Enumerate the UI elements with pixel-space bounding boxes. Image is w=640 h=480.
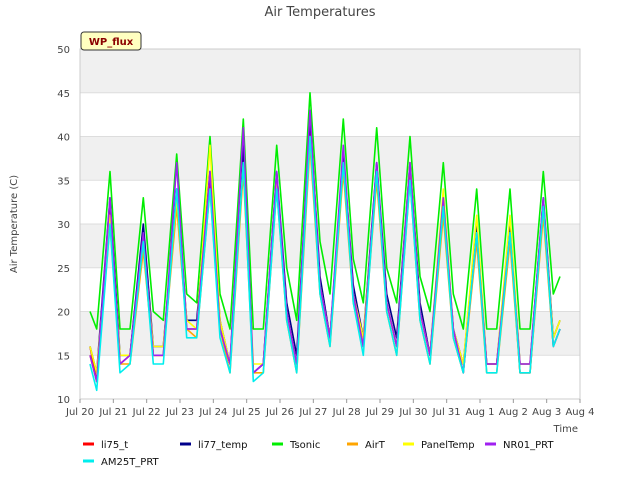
plot-band — [80, 355, 580, 399]
legend-label: li77_temp — [198, 440, 247, 451]
x-tick-label: Aug 4 — [565, 407, 594, 418]
legend-label: NR01_PRT — [503, 440, 554, 451]
y-tick-label: 40 — [57, 133, 70, 144]
y-tick-label: 30 — [57, 220, 70, 231]
x-tick-label: Jul 28 — [332, 407, 361, 418]
y-tick-label: 20 — [57, 308, 70, 319]
site-badge: WP_flux — [80, 31, 142, 51]
y-tick-label: 45 — [57, 89, 70, 100]
x-tick-label: Jul 31 — [432, 407, 461, 418]
legend-label: AirT — [365, 440, 386, 451]
y-tick-label: 25 — [57, 264, 70, 275]
x-tick-label: Jul 20 — [65, 407, 94, 418]
y-axis-ticks: 10 15 20 25 30 35 40 45 50 — [57, 45, 70, 406]
y-axis-title: Air Temperature (C) — [9, 175, 20, 273]
x-axis-ticks: Jul 20 Jul 21 Jul 22 Jul 23 Jul 24 Jul 25 Jul … — [65, 399, 595, 418]
legend-label: li75_t — [101, 440, 128, 451]
legend-label: Tsonic — [289, 440, 320, 451]
series-line-tsonic — [89, 92, 561, 330]
plot-frame — [79, 48, 581, 400]
y-tick-label: 35 — [57, 176, 70, 187]
plot-band — [80, 224, 580, 268]
x-tick-label: Jul 23 — [165, 407, 194, 418]
x-tick-label: Aug 1 — [465, 407, 494, 418]
y-tick-label: 50 — [57, 45, 70, 56]
x-tick-label: Jul 21 — [98, 407, 127, 418]
x-tick-label: Aug 3 — [532, 407, 561, 418]
chart-title: Air Temperatures — [264, 5, 375, 20]
plot-band — [80, 49, 580, 93]
x-tick-label: Jul 30 — [398, 407, 427, 418]
plot-background-bands — [80, 49, 580, 399]
x-tick-label: Jul 29 — [365, 407, 394, 418]
x-tick-label: Jul 25 — [232, 407, 261, 418]
plot-band — [80, 136, 580, 181]
plot-band — [80, 92, 580, 137]
site-badge-box — [80, 31, 142, 51]
site-badge-label: WP_flux — [89, 37, 134, 48]
x-tick-label: Jul 24 — [198, 407, 227, 418]
series-line-am25t_prt — [89, 135, 561, 392]
legend-label: PanelTemp — [421, 440, 475, 451]
x-tick-label: Aug 2 — [499, 407, 528, 418]
legend-label: AM25T_PRT — [101, 457, 160, 468]
x-axis-title: Time — [553, 424, 578, 435]
y-tick-label: 10 — [57, 395, 70, 406]
series-lines — [89, 92, 561, 392]
x-tick-label: Jul 22 — [132, 407, 161, 418]
x-tick-label: Jul 26 — [265, 407, 294, 418]
y-tick-label: 15 — [57, 351, 70, 362]
plot-band — [80, 180, 580, 224]
legend: li75_t li77_temp Tsonic AirT PanelTemp NR01_P… — [83, 440, 554, 468]
x-tick-label: Jul 27 — [298, 407, 327, 418]
